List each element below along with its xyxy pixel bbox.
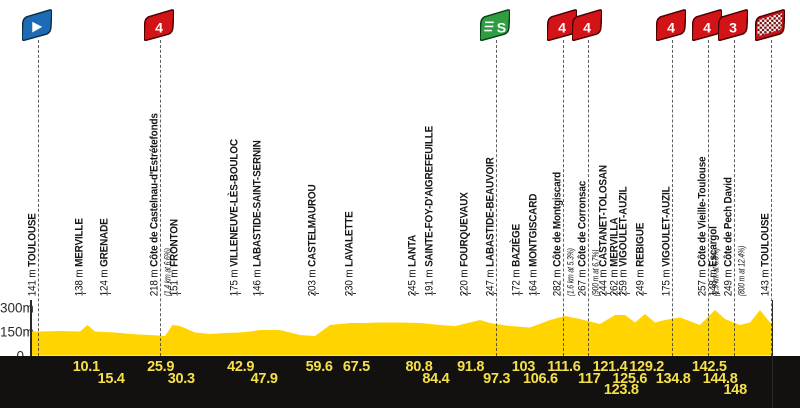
svg-text:4: 4 xyxy=(583,19,591,35)
svg-text:S: S xyxy=(496,19,505,35)
svg-text:4: 4 xyxy=(558,19,566,35)
svg-text:3: 3 xyxy=(729,19,737,35)
svg-text:4: 4 xyxy=(667,19,675,35)
svg-text:4: 4 xyxy=(703,19,711,35)
svg-text:4: 4 xyxy=(155,19,163,35)
